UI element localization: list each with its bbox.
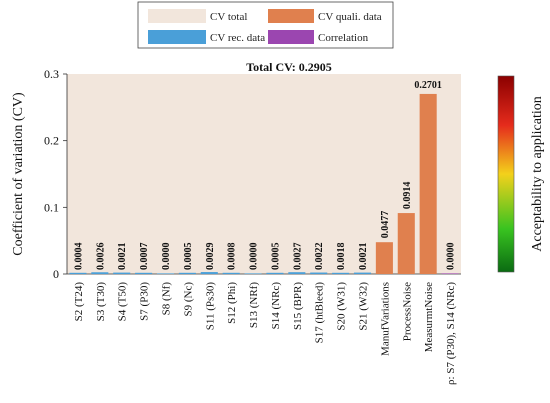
- legend-label-cv-quali: CV quali. data: [318, 11, 382, 23]
- bar-12: [310, 272, 328, 274]
- category-label-8: S12 (Phi): [226, 282, 238, 324]
- value-label-7: 0.0029: [205, 243, 216, 271]
- category-label-10: S14 (NRc): [270, 282, 282, 330]
- legend-swatch-cv-quali: [268, 9, 314, 23]
- acceptability-colorbar: [497, 75, 515, 273]
- y-ticks: 0 0.1 0.2 0.3: [44, 67, 67, 281]
- colorbar-label: Acceptability to application: [530, 96, 545, 252]
- legend-swatch-correlation: [268, 30, 314, 44]
- category-label-17: MeasurmtNoise: [423, 282, 435, 352]
- plot-background-cv-total: [67, 74, 461, 274]
- legend-label-correlation: Correlation: [318, 32, 369, 44]
- bar-4: [135, 272, 153, 274]
- value-label-14: 0.0021: [358, 243, 369, 271]
- bar-7: [200, 272, 218, 274]
- category-label-11: S15 (BPR): [292, 282, 304, 330]
- value-label-4: 0.0007: [139, 243, 150, 271]
- bar-6: [178, 272, 196, 274]
- bar-9: [244, 273, 262, 274]
- category-label-2: S3 (T30): [95, 282, 107, 322]
- total-cv-label: Total CV: 0.2905: [246, 60, 331, 74]
- legend-swatch-cv-rec: [148, 30, 206, 44]
- bar-13: [332, 272, 350, 274]
- value-label-15: 0.0477: [380, 211, 391, 239]
- category-label-13: S20 (W31): [336, 282, 348, 331]
- category-label-14: S21 (W32): [358, 282, 370, 331]
- category-label-16: ProcessNoise: [401, 282, 413, 341]
- y-tick-label: 0: [53, 267, 59, 281]
- legend-label-cv-total: CV total: [210, 11, 247, 23]
- legend-swatch-cv-total: [148, 9, 206, 23]
- category-label-12: S17 (htBleed): [314, 282, 326, 344]
- value-label-5: 0.0000: [161, 243, 172, 271]
- category-label-15: ManufVariations: [379, 282, 391, 356]
- value-label-11: 0.0027: [292, 243, 303, 271]
- bar-18: [441, 273, 459, 274]
- value-label-10: 0.0005: [270, 243, 281, 271]
- value-labels: 0.0004 0.0026 0.0021 0.0007 0.0000 0.0005 0.00…: [73, 80, 456, 270]
- bar-2: [91, 272, 109, 274]
- category-label-6: S9 (Nc): [182, 282, 194, 317]
- category-label-18: ρ: S7 (P30), S14 (NRc): [445, 282, 457, 385]
- bar-16: [397, 213, 415, 274]
- legend: CV total CV quali. data CV rec. data Cor…: [137, 1, 394, 49]
- value-label-2: 0.0026: [95, 243, 106, 271]
- y-tick-label: 0.2: [44, 134, 59, 148]
- bar-8: [222, 272, 240, 274]
- category-label-7: S11 (Ps30): [204, 282, 216, 331]
- bar-14: [353, 272, 372, 274]
- category-label-1: S2 (T24): [73, 282, 85, 322]
- legend-label-cv-rec: CV rec. data: [210, 32, 265, 44]
- y-tick-label: 0.1: [44, 200, 59, 214]
- value-label-6: 0.0005: [183, 243, 194, 271]
- bar-15: [375, 242, 393, 274]
- value-label-18: 0.0000: [446, 243, 457, 271]
- bar-11: [288, 272, 306, 274]
- value-label-8: 0.0008: [227, 243, 238, 271]
- bar-17: [419, 93, 437, 274]
- category-label-5: S8 (Nf): [161, 282, 173, 316]
- value-label-17: 0.2701: [414, 80, 442, 91]
- bars: [69, 93, 459, 274]
- category-label-9: S13 (NRf): [248, 282, 260, 328]
- value-label-16: 0.0914: [402, 182, 413, 210]
- value-label-13: 0.0018: [336, 243, 347, 271]
- bar-10: [266, 272, 284, 274]
- category-labels: S2 (T24) S3 (T30) S4 (T50) S7 (P30) S8 (Nf) S…: [73, 282, 457, 385]
- value-label-9: 0.0000: [249, 243, 260, 271]
- value-label-1: 0.0004: [73, 243, 84, 271]
- y-axis-title: Coefficient of variation (CV): [11, 92, 26, 256]
- category-label-4: S7 (P30): [139, 282, 151, 321]
- value-label-3: 0.0021: [117, 243, 128, 271]
- bar-5: [156, 273, 175, 274]
- value-label-12: 0.0022: [314, 243, 325, 271]
- bar-1: [69, 272, 87, 274]
- category-label-3: S4 (T50): [117, 282, 129, 322]
- bar-3: [113, 272, 131, 274]
- y-tick-label: 0.3: [44, 67, 59, 81]
